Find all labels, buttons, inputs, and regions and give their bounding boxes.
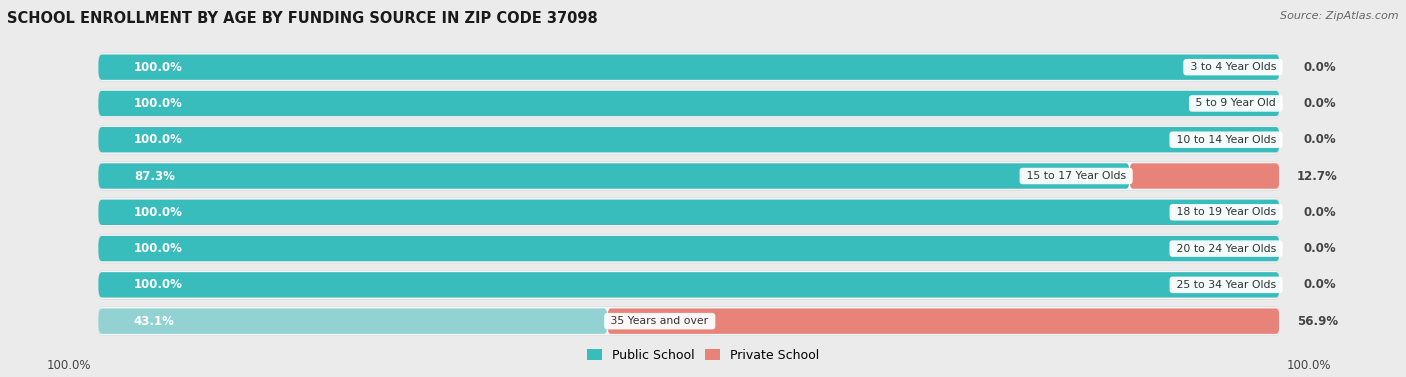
Text: 0.0%: 0.0%: [1303, 242, 1336, 255]
FancyBboxPatch shape: [98, 91, 1279, 116]
Text: 5 to 9 Year Old: 5 to 9 Year Old: [1192, 98, 1279, 109]
Text: 43.1%: 43.1%: [134, 315, 174, 328]
Text: 87.3%: 87.3%: [134, 170, 174, 182]
Text: 100.0%: 100.0%: [134, 242, 183, 255]
Text: 0.0%: 0.0%: [1303, 97, 1336, 110]
FancyBboxPatch shape: [98, 54, 1279, 80]
Text: 0.0%: 0.0%: [1303, 133, 1336, 146]
Text: 100.0%: 100.0%: [134, 206, 183, 219]
Text: 100.0%: 100.0%: [134, 97, 183, 110]
Text: 15 to 17 Year Olds: 15 to 17 Year Olds: [1022, 171, 1129, 181]
FancyBboxPatch shape: [607, 308, 1279, 334]
Text: 56.9%: 56.9%: [1298, 315, 1339, 328]
Text: 0.0%: 0.0%: [1303, 206, 1336, 219]
Text: 3 to 4 Year Olds: 3 to 4 Year Olds: [1187, 62, 1279, 72]
Text: 12.7%: 12.7%: [1298, 170, 1339, 182]
FancyBboxPatch shape: [98, 272, 1279, 297]
Text: 35 Years and over: 35 Years and over: [607, 316, 711, 326]
Text: 100.0%: 100.0%: [134, 133, 183, 146]
FancyBboxPatch shape: [98, 307, 1279, 336]
FancyBboxPatch shape: [98, 236, 1279, 261]
FancyBboxPatch shape: [98, 127, 1279, 152]
FancyBboxPatch shape: [98, 89, 1279, 118]
Text: 25 to 34 Year Olds: 25 to 34 Year Olds: [1173, 280, 1279, 290]
FancyBboxPatch shape: [1129, 163, 1279, 189]
Text: 0.0%: 0.0%: [1303, 61, 1336, 74]
FancyBboxPatch shape: [98, 198, 1279, 227]
FancyBboxPatch shape: [98, 53, 1279, 82]
Text: 18 to 19 Year Olds: 18 to 19 Year Olds: [1173, 207, 1279, 217]
Text: 20 to 24 Year Olds: 20 to 24 Year Olds: [1173, 244, 1279, 254]
Text: Source: ZipAtlas.com: Source: ZipAtlas.com: [1281, 11, 1399, 21]
FancyBboxPatch shape: [98, 199, 1279, 225]
Legend: Public School, Private School: Public School, Private School: [582, 344, 824, 367]
FancyBboxPatch shape: [98, 163, 1129, 189]
FancyBboxPatch shape: [98, 308, 607, 334]
FancyBboxPatch shape: [98, 125, 1279, 154]
Text: 10 to 14 Year Olds: 10 to 14 Year Olds: [1173, 135, 1279, 145]
Text: 0.0%: 0.0%: [1303, 278, 1336, 291]
FancyBboxPatch shape: [98, 270, 1279, 299]
Text: SCHOOL ENROLLMENT BY AGE BY FUNDING SOURCE IN ZIP CODE 37098: SCHOOL ENROLLMENT BY AGE BY FUNDING SOUR…: [7, 11, 598, 26]
Text: 100.0%: 100.0%: [1286, 359, 1331, 372]
Text: 100.0%: 100.0%: [134, 61, 183, 74]
Text: 100.0%: 100.0%: [46, 359, 91, 372]
FancyBboxPatch shape: [98, 161, 1279, 190]
FancyBboxPatch shape: [98, 234, 1279, 263]
Text: 100.0%: 100.0%: [134, 278, 183, 291]
